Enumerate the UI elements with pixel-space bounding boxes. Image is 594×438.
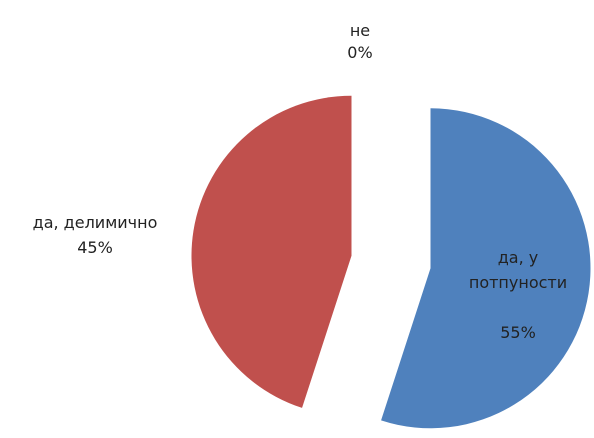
value-label: 0% (347, 43, 373, 62)
pie-slice (381, 108, 591, 429)
category-label: не (349, 21, 371, 40)
pie-slice (191, 95, 352, 408)
value-label: 55% (500, 323, 536, 342)
category-label: да, у потпуности (468, 248, 568, 292)
value-label: 45% (77, 238, 113, 257)
category-label: да, делимично (32, 213, 158, 232)
